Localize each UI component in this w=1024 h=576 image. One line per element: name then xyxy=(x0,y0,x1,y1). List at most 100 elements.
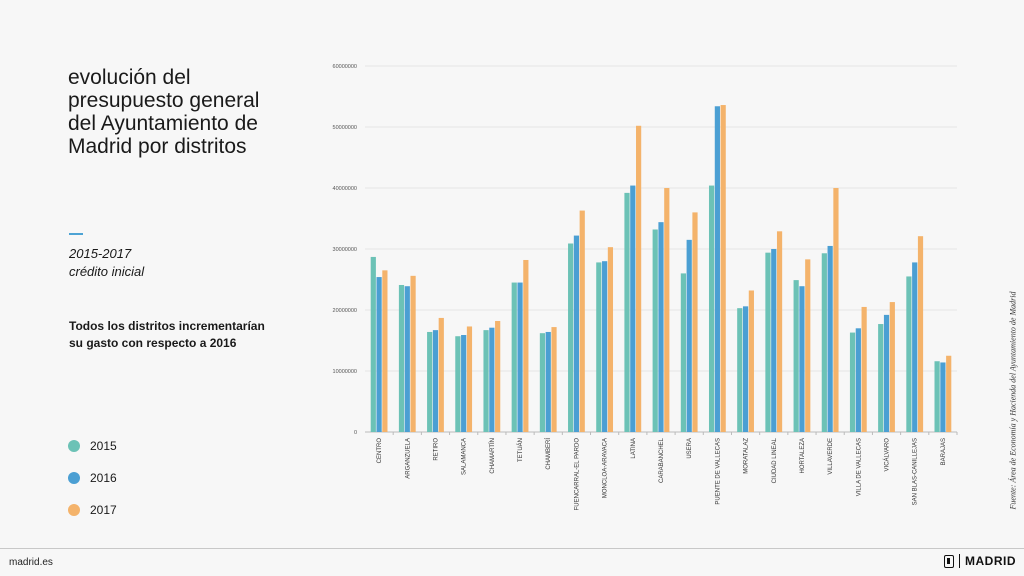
bar-2015 xyxy=(370,256,376,432)
bar-2017 xyxy=(946,355,952,432)
bar-2015 xyxy=(427,331,433,432)
period-years: 2015-2017 xyxy=(69,246,132,261)
legend-label: 2016 xyxy=(90,471,117,485)
madrid-logo-icon xyxy=(944,554,954,568)
bar-2017 xyxy=(776,231,783,432)
title-line: del Ayuntamiento de xyxy=(68,112,258,135)
x-tick-label: MORATALAZ xyxy=(744,438,750,474)
bar-2017 xyxy=(495,320,501,432)
y-tick-label: 10000000 xyxy=(333,369,357,375)
bar-2015 xyxy=(934,361,940,432)
bar-2015 xyxy=(539,333,546,432)
bar-2016 xyxy=(714,106,720,432)
bar-2015 xyxy=(708,185,715,432)
legend-item-2015: 2015 xyxy=(68,430,117,462)
bar-2017 xyxy=(805,259,811,432)
footer-url[interactable]: madrid.es xyxy=(9,557,53,568)
x-tick-label: CENTRO xyxy=(377,438,383,464)
x-tick-label: FUENCARRAL-EL PARDO xyxy=(574,438,580,511)
x-tick-label: SALAMANCA xyxy=(462,438,468,475)
source-note: Fuente: Área de Economía y Hacienda del … xyxy=(1003,280,1023,520)
bar-2017 xyxy=(523,259,529,432)
bar-2015 xyxy=(737,308,743,432)
brand-logo: MADRID xyxy=(944,554,1016,568)
bar-2016 xyxy=(517,282,523,432)
bar-2016 xyxy=(404,286,410,432)
x-tick-label: CHAMARTÍN xyxy=(489,438,496,474)
bar-2017 xyxy=(692,212,698,432)
bar-2017 xyxy=(551,327,557,432)
bar-2017 xyxy=(917,236,924,432)
brand-name: MADRID xyxy=(965,554,1016,568)
bar-2016 xyxy=(573,235,580,432)
bar-2017 xyxy=(664,188,670,432)
y-tick-label: 0 xyxy=(354,430,357,436)
bar-2016 xyxy=(432,330,439,432)
bar-2017 xyxy=(720,105,726,432)
bar-2017 xyxy=(410,275,416,432)
highlight-line: Todos los distritos incrementarían xyxy=(69,319,265,333)
bar-2015 xyxy=(765,252,771,432)
x-tick-label: LATINA xyxy=(631,438,637,459)
bar-2016 xyxy=(686,239,692,432)
bar-2017 xyxy=(636,125,642,432)
bar-2017 xyxy=(889,302,895,432)
source-text: Fuente: Área de Economía y Hacienda del … xyxy=(1008,291,1018,509)
x-tick-label: VILLAVERDE xyxy=(828,438,834,475)
x-tick-label: USERA xyxy=(687,438,693,459)
legend-dot-icon xyxy=(68,504,80,516)
bar-2015 xyxy=(568,243,574,432)
legend-dot-icon xyxy=(68,472,80,484)
bar-2017 xyxy=(382,270,388,432)
x-tick-label: HORTALEZA xyxy=(800,438,806,473)
bar-2016 xyxy=(658,222,664,432)
footer-divider xyxy=(0,548,1024,549)
chart-legend: 2015 2016 2017 xyxy=(68,430,117,526)
bar-2015 xyxy=(821,253,827,432)
bar-2016 xyxy=(883,314,890,432)
bar-2017 xyxy=(438,317,444,432)
x-tick-label: SAN BLAS-CANILLEJAS xyxy=(913,438,919,505)
x-tick-label: PUENTE DE VALLECAS xyxy=(715,438,721,505)
title-line: presupuesto general xyxy=(68,89,260,112)
bar-2015 xyxy=(483,330,489,432)
bar-2016 xyxy=(771,249,777,432)
bar-2016 xyxy=(855,328,861,432)
legend-label: 2015 xyxy=(90,439,117,453)
bar-2015 xyxy=(878,324,884,432)
bar-2015 xyxy=(398,284,405,432)
bar-2015 xyxy=(906,276,912,432)
bar-2016 xyxy=(602,261,608,432)
bar-2016 xyxy=(827,245,833,432)
x-tick-label: CARABANCHEL xyxy=(659,437,665,483)
bar-2016 xyxy=(461,335,467,432)
bar-2016 xyxy=(630,185,636,432)
bar-2015 xyxy=(511,282,517,432)
x-tick-label: VICÁLVARO xyxy=(884,438,891,472)
bar-2017 xyxy=(833,188,839,432)
y-tick-label: 40000000 xyxy=(333,186,357,192)
legend-label: 2017 xyxy=(90,503,117,517)
x-tick-label: ARGANZUELA xyxy=(405,438,411,479)
period-info: 2015-2017 crédito inicial xyxy=(69,245,144,281)
bar-2016 xyxy=(376,277,382,432)
period-type: crédito inicial xyxy=(69,264,145,279)
bar-2016 xyxy=(489,327,495,432)
bar-2015 xyxy=(793,280,799,432)
bar-2016 xyxy=(545,331,551,432)
brand-divider xyxy=(959,554,960,568)
bar-2015 xyxy=(680,273,686,432)
x-tick-label: VILLA DE VALLECAS xyxy=(856,438,862,496)
bar-2015 xyxy=(652,229,658,432)
page-title: evolución del presupuesto general del Ay… xyxy=(68,66,298,158)
bar-2015 xyxy=(624,192,630,432)
legend-item-2017: 2017 xyxy=(68,494,117,526)
bar-2016 xyxy=(912,262,918,432)
title-line: Madrid por distritos xyxy=(68,135,247,158)
y-tick-label: 60000000 xyxy=(333,64,357,70)
legend-dot-icon xyxy=(68,440,80,452)
bar-2016 xyxy=(742,306,749,432)
x-tick-label: CIUDAD LINEAL xyxy=(772,437,778,483)
y-tick-label: 50000000 xyxy=(333,125,357,131)
highlight-text: Todos los distritos incrementarían su ga… xyxy=(69,318,299,352)
